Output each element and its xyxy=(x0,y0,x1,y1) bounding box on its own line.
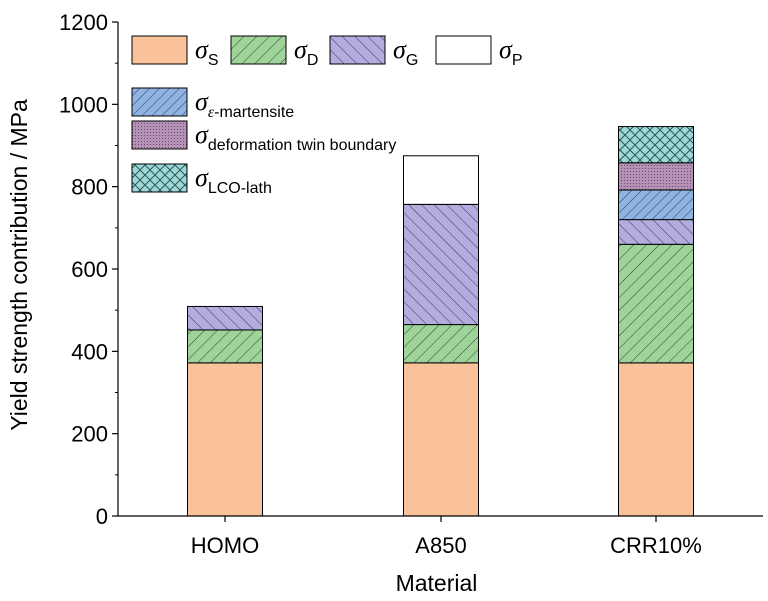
legend-swatch-deformation-twin-boundary xyxy=(131,120,188,150)
bar-a850-g xyxy=(403,203,479,326)
bar-homo-d xyxy=(187,329,263,364)
x-tick-label-homo: HOMO xyxy=(191,533,259,558)
y-tick-label-400: 400 xyxy=(71,339,108,364)
legend-label-lco-lath: σLCO-lath xyxy=(195,163,272,197)
x-tick-label-a850: A850 xyxy=(415,533,466,558)
bar-crr10-deformation-twin-boundary xyxy=(618,162,694,191)
legend-label-martensite: σε-martensite xyxy=(195,87,294,121)
bar-a850-d xyxy=(403,324,479,364)
y-axis-title: Yield strength contribution / MPa xyxy=(6,99,32,431)
bar-crr10-d xyxy=(618,243,694,364)
bar-a850-p xyxy=(403,155,479,205)
legend-label-deformation-twin-boundary: σdeformation twin boundary xyxy=(195,120,396,154)
y-tick-label-1200: 1200 xyxy=(59,10,108,35)
bar-crr10-lco-lath xyxy=(618,126,694,164)
bars-layer xyxy=(187,126,694,517)
y-tick-label-600: 600 xyxy=(71,257,108,282)
bar-a850-s xyxy=(403,362,479,517)
y-tick-label-1000: 1000 xyxy=(59,92,108,117)
y-tick-label-0: 0 xyxy=(96,504,108,529)
legend-swatch-d xyxy=(230,35,287,65)
legend-swatch-martensite xyxy=(131,87,188,117)
axes-layer: 0 200 400 600 800 1000 1200 HOMO A850 CRR10% xyxy=(59,10,763,558)
bar-homo-g xyxy=(187,305,263,331)
bar-crr10-martensite xyxy=(618,189,694,221)
legend-swatch-lco-lath xyxy=(131,163,188,193)
y-tick-label-800: 800 xyxy=(71,175,108,200)
legend-label-p: σP xyxy=(499,35,523,69)
legend-swatch-p xyxy=(435,35,492,65)
x-axis-title: Material xyxy=(396,570,478,596)
bar-homo-s xyxy=(187,362,263,517)
legend-label-d: σD xyxy=(294,35,318,69)
legend-label-s: σS xyxy=(195,35,219,69)
axis-labels-layer: Material Yield strength contribution / MP… xyxy=(6,99,477,596)
y-tick-label-200: 200 xyxy=(71,422,108,447)
legend-swatch-s xyxy=(131,35,188,65)
bar-crr10-g xyxy=(618,219,694,245)
bar-crr10-s xyxy=(618,362,694,517)
legend-swatch-g xyxy=(329,35,386,65)
legend-label-g: σG xyxy=(393,35,418,69)
x-tick-label-crr10: CRR10% xyxy=(610,533,702,558)
